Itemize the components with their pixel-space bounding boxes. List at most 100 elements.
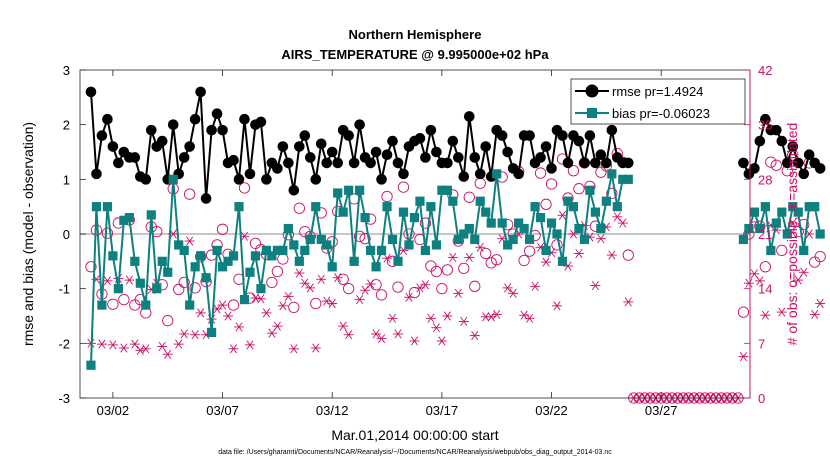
rmse-point bbox=[145, 124, 157, 136]
bias-point bbox=[119, 215, 129, 225]
bias-point bbox=[618, 174, 628, 184]
obs-possible-marker bbox=[622, 249, 634, 261]
rmse-point bbox=[431, 146, 442, 158]
obs-possible-marker bbox=[178, 276, 190, 289]
rmse-point bbox=[354, 119, 365, 130]
obs-possible-marker bbox=[392, 281, 404, 293]
obs-assimilated-marker bbox=[217, 300, 228, 310]
bias-point bbox=[596, 223, 606, 234]
rmse-point bbox=[749, 163, 760, 174]
bias-point bbox=[91, 202, 102, 212]
bias-point bbox=[431, 240, 441, 250]
bias-point bbox=[535, 213, 546, 223]
obs-assimilated-marker bbox=[365, 279, 376, 289]
rmse-point bbox=[233, 174, 245, 185]
rmse-point bbox=[513, 168, 524, 180]
rmse-point bbox=[255, 116, 267, 128]
obs-possible-marker bbox=[567, 165, 580, 177]
bias-point bbox=[546, 218, 557, 228]
obs-assimilated-marker bbox=[458, 316, 469, 327]
obs-assimilated-marker bbox=[266, 328, 277, 338]
obs-possible-marker bbox=[227, 299, 240, 311]
bias-point bbox=[481, 207, 491, 217]
rmse-point bbox=[557, 130, 568, 141]
data-file-note: data file: /Users/gharamti/Documents/NCA… bbox=[218, 449, 612, 456]
obs-assimilated-marker bbox=[590, 280, 601, 291]
obs-assimilated-marker bbox=[431, 323, 442, 333]
bias-point bbox=[766, 245, 776, 255]
obs-possible-marker bbox=[474, 177, 486, 189]
obs-assimilated-marker bbox=[738, 352, 749, 362]
bias-point bbox=[300, 245, 310, 255]
obs-assimilated-marker bbox=[420, 280, 431, 290]
bias-point bbox=[223, 256, 233, 266]
bias-point bbox=[206, 327, 217, 337]
bias-point bbox=[190, 262, 200, 272]
obs-possible-marker bbox=[162, 315, 174, 327]
obs-assimilated-marker bbox=[157, 341, 168, 352]
obs-possible-marker bbox=[216, 223, 229, 235]
obs-assimilated-marker bbox=[129, 339, 140, 349]
rmse-point bbox=[376, 174, 387, 185]
bias-point bbox=[475, 196, 485, 206]
y-left-tick-label: 2 bbox=[63, 118, 70, 133]
bias-point bbox=[782, 229, 792, 239]
obs-possible-marker bbox=[425, 260, 437, 272]
obs-assimilated-marker bbox=[425, 313, 436, 323]
bias-point bbox=[398, 207, 409, 217]
obs-assimilated-marker bbox=[244, 340, 255, 350]
bias-point bbox=[157, 256, 167, 266]
obs-assimilated-marker bbox=[305, 283, 316, 293]
obs-assimilated-marker bbox=[107, 340, 118, 350]
x-tick-label: 03/17 bbox=[426, 403, 459, 418]
bias-point bbox=[305, 234, 315, 245]
bias-point bbox=[327, 262, 337, 272]
rmse-point bbox=[776, 135, 788, 147]
obs-assimilated-marker bbox=[387, 313, 398, 323]
obs-possible-marker bbox=[293, 202, 305, 214]
bias-point bbox=[777, 207, 787, 217]
rmse-point bbox=[535, 152, 546, 163]
obs-assimilated-marker bbox=[393, 329, 404, 339]
bias-point bbox=[376, 245, 387, 255]
bias-point bbox=[623, 174, 633, 184]
obs-assimilated-marker bbox=[162, 349, 173, 359]
rmse-point bbox=[348, 157, 360, 169]
bias-point bbox=[804, 202, 814, 212]
bias-point bbox=[365, 245, 376, 255]
obs-assimilated-marker bbox=[223, 311, 234, 321]
bias-point bbox=[294, 256, 304, 266]
rmse-point bbox=[622, 157, 634, 169]
rmse-point bbox=[228, 154, 239, 166]
bias-point bbox=[486, 218, 496, 228]
bias-point bbox=[152, 284, 162, 294]
bias-point bbox=[283, 223, 293, 234]
rmse-point bbox=[178, 152, 190, 163]
obs-assimilated-marker bbox=[442, 311, 453, 321]
legend-rmse-marker bbox=[585, 84, 599, 98]
obs-possible-marker bbox=[776, 244, 788, 257]
bias-point bbox=[217, 262, 228, 272]
obs-possible-marker bbox=[518, 254, 530, 267]
obs-possible-marker bbox=[551, 239, 563, 251]
obs-assimilated-marker bbox=[491, 309, 502, 320]
bias-point bbox=[278, 245, 288, 255]
rmse-point bbox=[590, 157, 601, 169]
bias-point bbox=[355, 185, 365, 195]
obs-assimilated-marker bbox=[338, 321, 349, 331]
bias-point bbox=[239, 295, 250, 305]
obs-possible-marker bbox=[375, 289, 388, 301]
y-axis-label-left: rmse and bias (model - observation) bbox=[20, 122, 36, 346]
obs-assimilated-marker bbox=[502, 283, 513, 293]
obs-assimilated-marker bbox=[332, 273, 343, 283]
rmse-point bbox=[365, 157, 376, 169]
obs-assimilated-marker bbox=[261, 308, 272, 318]
obs-possible-marker bbox=[266, 276, 278, 289]
bias-point bbox=[102, 202, 113, 212]
obs-assimilated-marker bbox=[288, 344, 299, 354]
rmse-point bbox=[211, 108, 223, 120]
bias-point bbox=[228, 251, 239, 261]
rmse-point bbox=[540, 141, 552, 152]
bias-point bbox=[141, 300, 151, 310]
rmse-point bbox=[425, 124, 437, 136]
